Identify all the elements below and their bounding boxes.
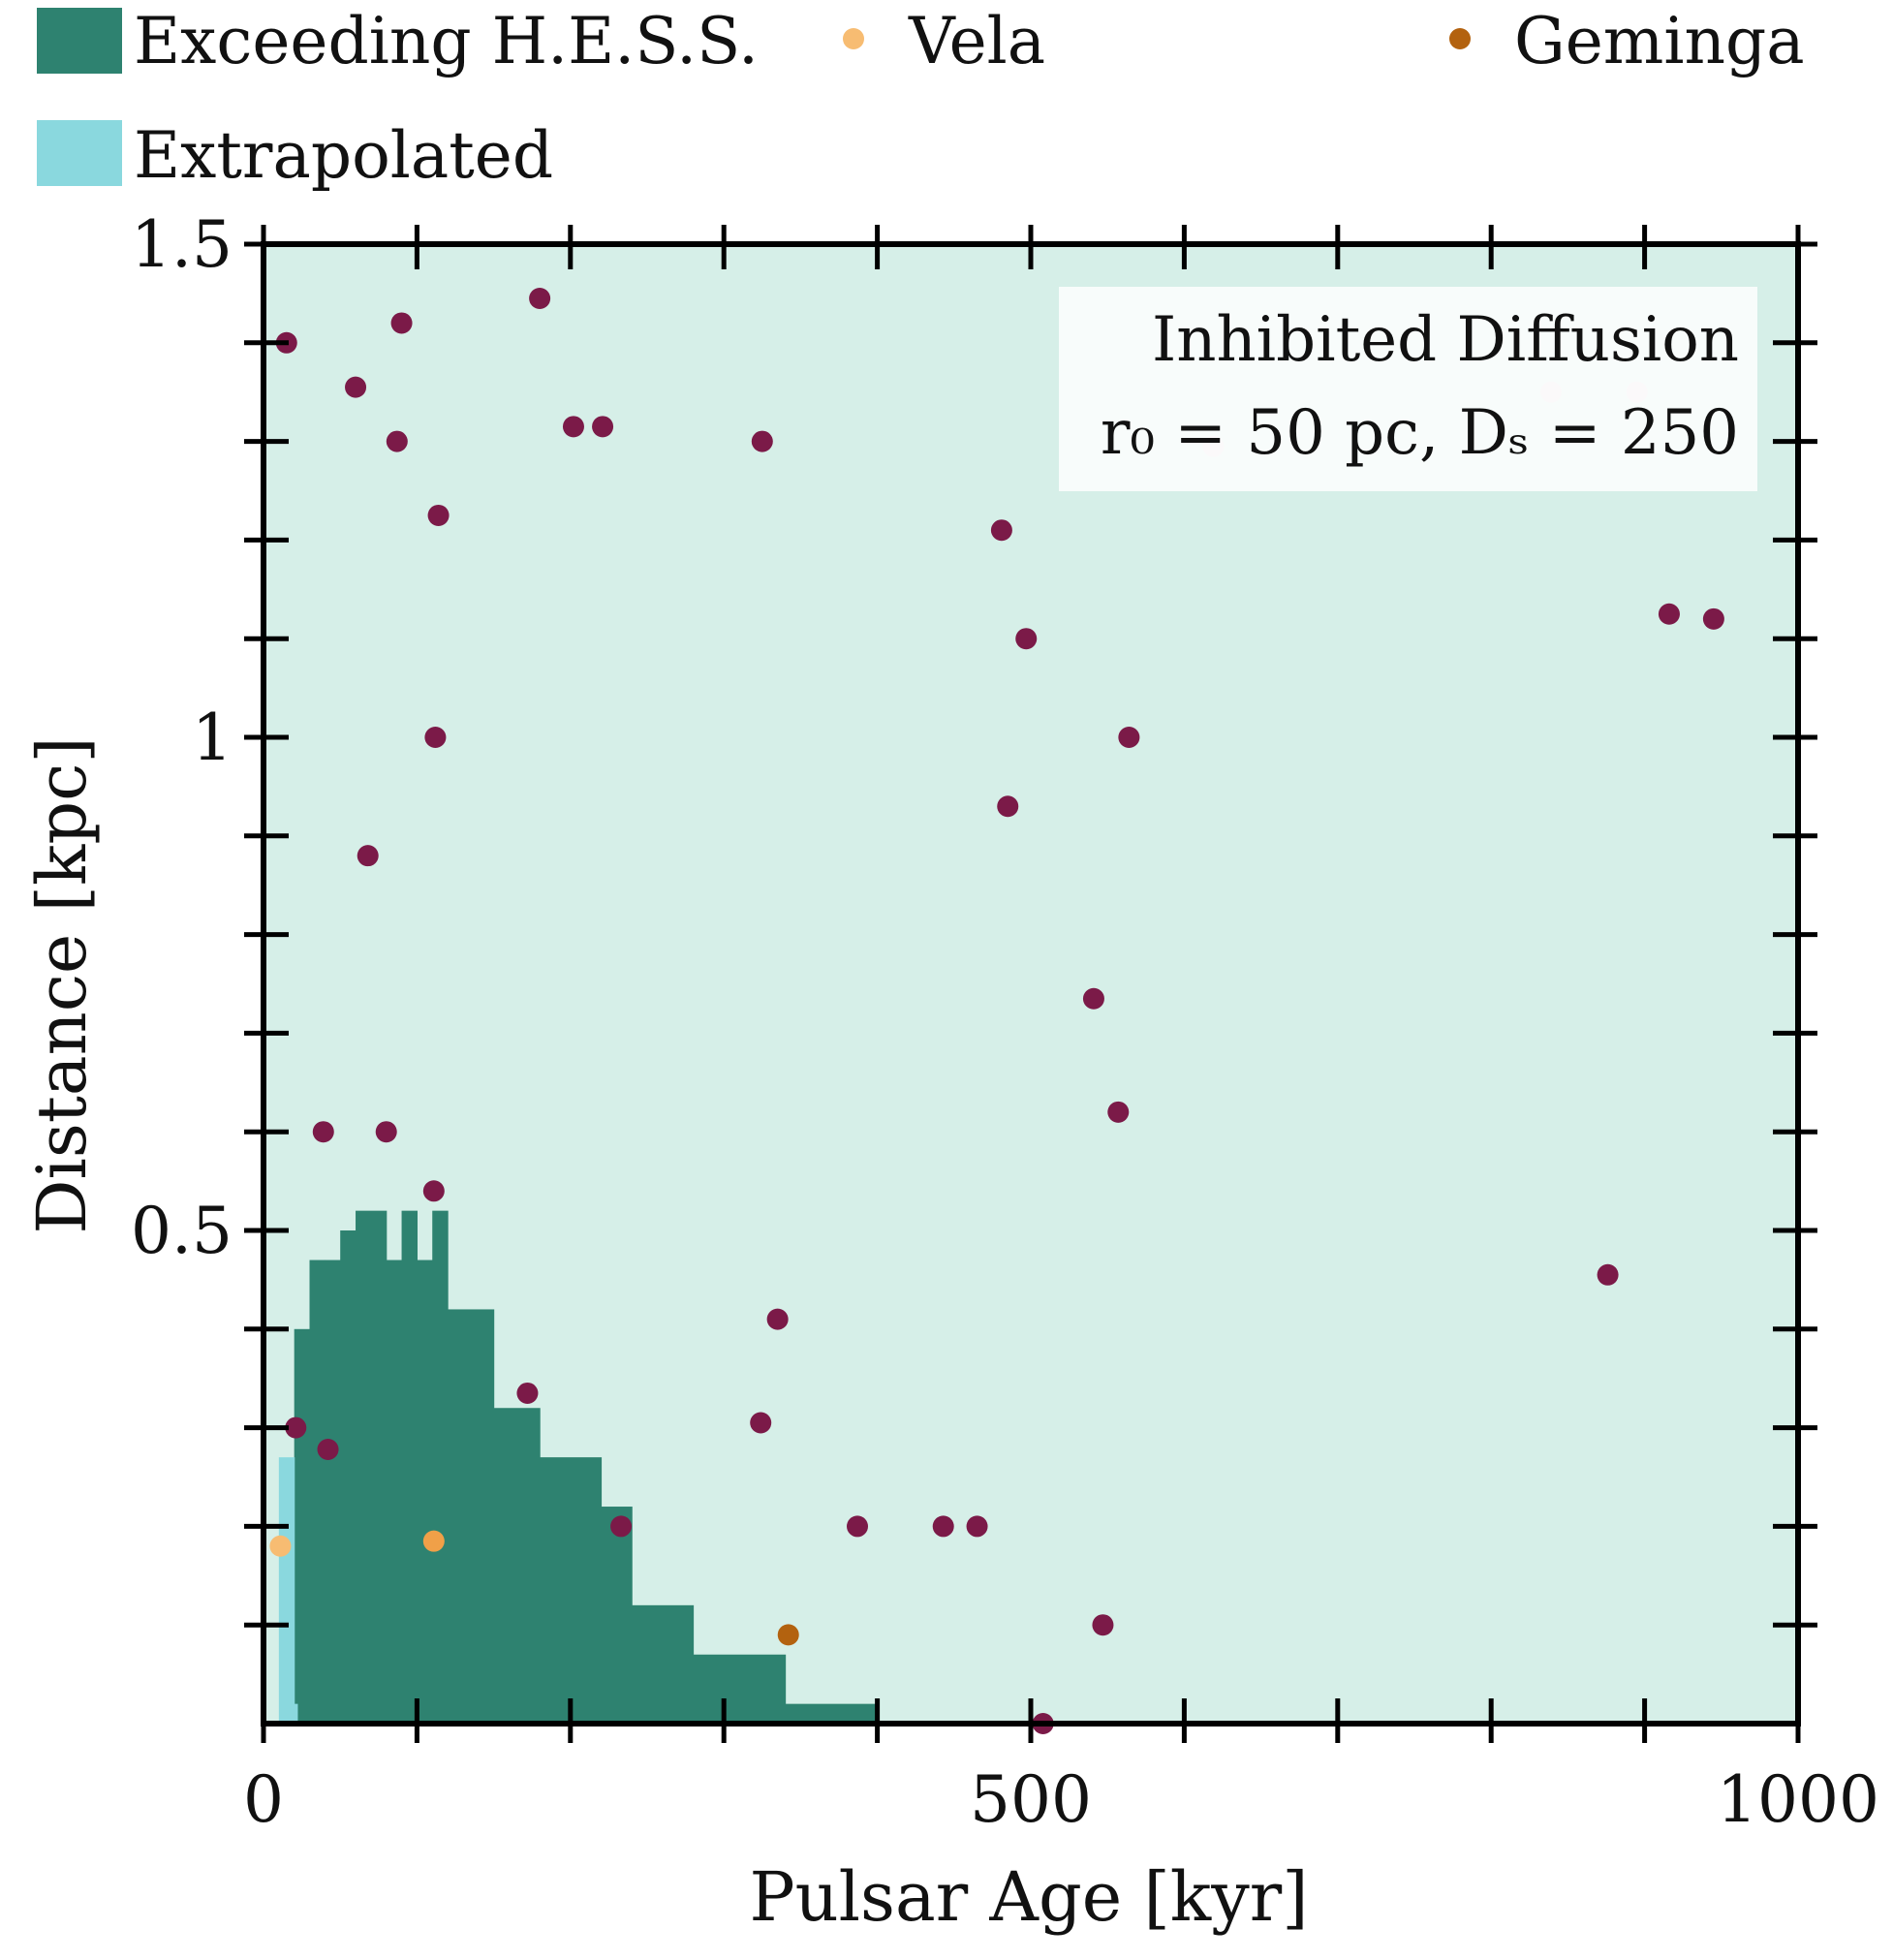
- point-series0-18: [375, 1121, 397, 1143]
- point-series0-32: [1092, 1614, 1114, 1636]
- point-series0-8: [427, 504, 450, 526]
- legend-label-exceeding: Exceeding H.E.S.S.: [134, 4, 759, 78]
- point-series0-16: [1107, 1101, 1130, 1123]
- point-series0-1: [345, 376, 367, 398]
- extrapolated-region-step-1: [294, 1703, 298, 1724]
- exceeding-region-step-13: [632, 1604, 695, 1724]
- annotation-background: [1059, 287, 1757, 491]
- point-series0-9: [424, 727, 447, 748]
- point-series0-7: [751, 430, 773, 452]
- legend-marker-vela: [843, 28, 864, 49]
- point-series0-19: [422, 1180, 445, 1202]
- y-tick-label-1: 1: [192, 700, 233, 775]
- point-series0-25: [285, 1416, 307, 1439]
- point-series3-0: [777, 1624, 799, 1646]
- point-series0-6: [592, 416, 614, 438]
- exceeding-region-step-2: [325, 1260, 341, 1724]
- point-series0-12: [1118, 727, 1140, 748]
- point-series0-5: [562, 416, 584, 438]
- point-series0-13: [997, 795, 1019, 818]
- y-tick-label-2: 1.5: [131, 207, 233, 282]
- exceeding-region-step-5: [386, 1260, 403, 1724]
- point-series0-11: [1015, 628, 1038, 650]
- legend-label-geminga: Geminga: [1514, 4, 1805, 78]
- extrapolated-region: [278, 1457, 298, 1724]
- legend-label-extrapolated: Extrapolated: [134, 118, 553, 193]
- point-series0-24: [516, 1382, 539, 1404]
- scatter-points: [269, 287, 1724, 1734]
- x-tick-label-0: 0: [243, 1762, 284, 1837]
- point-series0-10: [990, 519, 1012, 542]
- exceeding-region-step-9: [448, 1309, 495, 1724]
- point-series0-26: [317, 1438, 339, 1460]
- exceeding-region-step-0: [294, 1328, 311, 1724]
- legend-swatch-exceeding: [37, 8, 122, 74]
- exceeding-region-step-6: [401, 1210, 418, 1724]
- point-series0-3: [386, 430, 408, 452]
- legend: Exceeding H.E.S.S. Vela Geminga Extrapol…: [37, 4, 1805, 193]
- exceeding-region-step-1: [309, 1260, 326, 1724]
- exceeding-region-step-8: [432, 1210, 449, 1724]
- point-series0-27: [750, 1412, 772, 1434]
- exceeding-region-step-4: [356, 1210, 388, 1724]
- y-axis-label: Distance [kpc]: [22, 736, 102, 1233]
- point-series0-17: [312, 1121, 334, 1143]
- point-series0-30: [932, 1515, 954, 1538]
- point-series0-14: [357, 845, 379, 867]
- legend-swatch-extrapolated: [37, 120, 122, 186]
- point-series0-31: [966, 1515, 988, 1538]
- y-tick-label-0: 0.5: [131, 1194, 233, 1268]
- axis-ticks: [244, 225, 1817, 1743]
- point-series1-0: [269, 1535, 292, 1557]
- exceeding-region-step-14: [693, 1654, 787, 1724]
- exceeding-region-step-10: [493, 1408, 541, 1724]
- exceeding-region-step-3: [340, 1230, 357, 1724]
- exceeding-hess-region: [294, 1210, 879, 1724]
- point-series0-28: [610, 1515, 633, 1538]
- point-series0-15: [1082, 987, 1104, 1010]
- point-series0-4: [529, 287, 551, 309]
- exceeding-region-step-12: [601, 1507, 633, 1724]
- legend-marker-geminga: [1449, 28, 1471, 49]
- annotation-line-1: Inhibited Diffusion: [1152, 304, 1739, 376]
- point-series2-0: [422, 1530, 445, 1552]
- x-tick-label-1: 500: [970, 1762, 1092, 1837]
- extrapolated-region-step-0: [278, 1457, 295, 1724]
- x-tick-label-2: 1000: [1717, 1762, 1879, 1837]
- point-series0-22: [1597, 1263, 1619, 1286]
- annotation-box: Inhibited Diffusion r₀ = 50 pc, Dₛ = 250: [1059, 287, 1757, 491]
- point-series0-20: [1658, 603, 1680, 625]
- axis-tick-labels: 0 500 1000 0.5 1 1.5: [131, 207, 1879, 1837]
- point-series0-23: [766, 1308, 789, 1330]
- annotation-line-2: r₀ = 50 pc, Dₛ = 250: [1101, 397, 1739, 469]
- x-axis-label: Pulsar Age [kyr]: [749, 1857, 1308, 1937]
- point-series0-2: [390, 312, 413, 334]
- point-series0-21: [1702, 607, 1724, 630]
- exceeding-region-step-7: [417, 1260, 433, 1724]
- legend-label-vela: Vela: [908, 4, 1045, 78]
- point-series0-29: [847, 1515, 869, 1538]
- exceeding-region-step-11: [540, 1457, 603, 1724]
- exceeding-region-step-15: [785, 1703, 879, 1724]
